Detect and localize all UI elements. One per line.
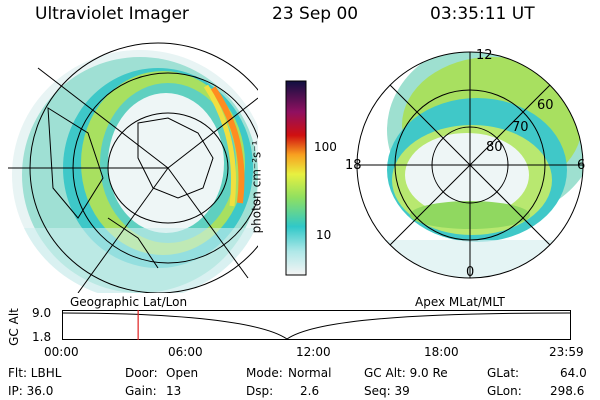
mlat-label-60: 60 <box>537 98 554 113</box>
gcalt-info: GC Alt: 9.0 Re <box>364 366 448 380</box>
instrument-title: Ultraviolet Imager <box>35 4 189 24</box>
mlt-label-18: 18 <box>345 158 362 173</box>
alt-plot-ymax: 9.0 <box>32 306 52 320</box>
right-panel-caption: Apex MLat/MLT <box>415 295 505 309</box>
mode-label: Mode: <box>246 366 283 380</box>
ip-info: IP: 36.0 <box>8 384 54 398</box>
time-label: 03:35:11 UT <box>430 4 535 24</box>
dsp-value: 2.6 <box>300 384 320 398</box>
gain-label: Gain: <box>125 384 157 398</box>
door-value: Open <box>166 366 199 380</box>
alt-xtick-2359: 23:59 <box>549 345 584 359</box>
dsp-label: Dsp: <box>246 384 274 398</box>
mode-value: Normal <box>288 366 332 380</box>
gain-value: 13 <box>166 384 182 398</box>
date-label: 23 Sep 00 <box>272 4 359 24</box>
mlt-label-0: 0 <box>466 265 475 280</box>
mlt-label-12: 12 <box>476 48 493 63</box>
altitude-timeline-plot <box>62 310 571 340</box>
alt-xtick-1200: 12:00 <box>296 345 331 359</box>
door-label: Door: <box>125 366 158 380</box>
mlt-label-6: 6 <box>577 158 586 173</box>
glon-label: GLon: <box>487 384 522 398</box>
filter-info: Flt: LBHL <box>8 366 62 380</box>
colorbar <box>285 80 307 276</box>
alt-xtick-1800: 18:00 <box>424 345 459 359</box>
alt-xtick-0600: 06:00 <box>168 345 203 359</box>
colorbar-tick-100: 100 <box>314 140 337 154</box>
left-panel-caption: Geographic Lat/Lon <box>70 295 188 309</box>
polar-mlt-plot <box>356 51 584 279</box>
glat-value: 64.0 <box>560 366 587 380</box>
mlat-label-70: 70 <box>512 120 529 135</box>
altitude-curve <box>62 312 571 340</box>
glon-value: 298.6 <box>550 384 585 398</box>
geographic-auroral-image <box>8 42 258 293</box>
alt-plot-ymin: 1.8 <box>32 330 52 344</box>
colorbar-unit-label: photon cm⁻²s⁻¹ <box>249 140 264 234</box>
alt-plot-ylabel: GC Alt <box>6 308 21 346</box>
colorbar-tick-10: 10 <box>316 228 332 242</box>
mlat-label-80: 80 <box>486 140 503 155</box>
alt-xtick-0000: 00:00 <box>44 345 79 359</box>
seq-info: Seq: 39 <box>364 384 410 398</box>
glat-label: GLat: <box>487 366 520 380</box>
